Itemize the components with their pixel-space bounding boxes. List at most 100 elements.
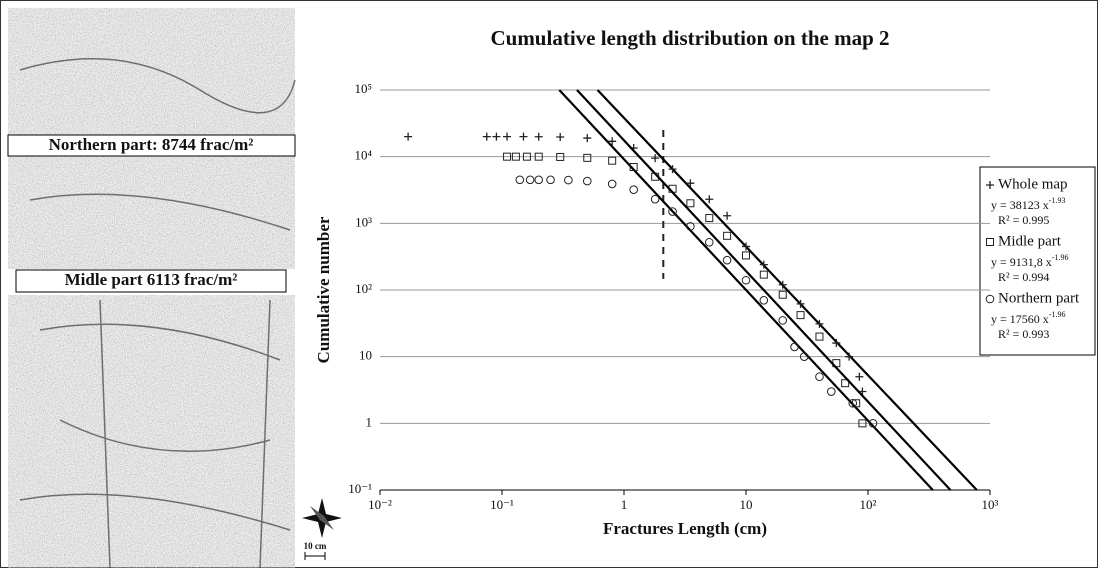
point	[556, 152, 565, 161]
photo-whole	[8, 295, 295, 568]
photo-north	[8, 8, 295, 135]
legend-equation: y = 9131,8 x-1.96	[991, 253, 1068, 269]
point	[845, 352, 854, 361]
point	[790, 342, 799, 352]
point	[608, 137, 617, 146]
point	[705, 195, 714, 204]
y-tick-label: 10⁴	[354, 148, 372, 163]
x-axis-label: Fractures Length (cm)	[603, 519, 767, 538]
label-box	[15, 269, 287, 293]
point	[651, 154, 660, 163]
point	[686, 179, 695, 188]
point	[985, 294, 995, 304]
point	[841, 379, 850, 388]
legend-label: Midle part	[998, 233, 1062, 249]
point	[986, 181, 994, 189]
point	[511, 152, 520, 161]
exponent: -1.96	[1052, 253, 1069, 262]
point	[759, 270, 768, 279]
x-tick-label: 10	[740, 497, 753, 512]
point	[629, 162, 638, 171]
point	[519, 132, 528, 141]
point	[525, 175, 535, 185]
point	[515, 175, 525, 185]
point	[503, 152, 512, 161]
point	[534, 132, 543, 141]
cracks	[19, 58, 296, 568]
x-tick-label: 10⁻²	[368, 497, 392, 512]
panel-label: Northern part: 8744 frac/m²	[49, 135, 254, 154]
point	[759, 260, 768, 269]
point	[482, 132, 491, 141]
point	[832, 339, 841, 348]
scale-bar	[304, 552, 326, 560]
point	[815, 319, 824, 328]
fit-line	[596, 89, 978, 491]
point	[858, 419, 867, 428]
fit-line	[558, 89, 934, 491]
point	[704, 237, 714, 247]
point	[799, 352, 809, 361]
legend-equation: y = 38123 x-1.93	[991, 196, 1065, 212]
y-tick-label: 10	[359, 348, 372, 363]
point	[686, 199, 695, 208]
y-tick-label: 10²	[355, 281, 372, 296]
point	[723, 231, 732, 240]
legend-r2: R² = 0.995	[998, 213, 1049, 227]
point	[778, 280, 787, 289]
legend-box	[979, 166, 1096, 356]
equation: y = 38123 x	[991, 198, 1049, 212]
point	[629, 185, 638, 194]
point	[796, 311, 805, 320]
point	[686, 222, 695, 231]
point	[759, 296, 769, 305]
legend-label: Whole map	[998, 176, 1068, 192]
point	[826, 387, 836, 396]
photo-middle	[8, 156, 295, 269]
point	[723, 211, 732, 220]
point	[564, 175, 573, 185]
point	[848, 398, 858, 408]
x-tick-label: 10³	[982, 497, 999, 512]
y-tick-label: 10³	[355, 214, 372, 229]
equation: y = 17560 x	[991, 312, 1049, 326]
compass	[302, 498, 342, 538]
x-tick-label: 1	[621, 497, 628, 512]
point	[583, 134, 592, 143]
point	[778, 316, 788, 325]
point	[741, 275, 751, 285]
exponent: -1.96	[1049, 310, 1066, 319]
point	[608, 156, 617, 165]
x-tick-label: 10²	[860, 497, 877, 512]
point	[668, 165, 677, 174]
point	[705, 214, 714, 223]
point	[534, 175, 544, 185]
legend-equation: y = 17560 x-1.96	[991, 310, 1065, 326]
legend-r2: R² = 0.993	[998, 327, 1049, 341]
point	[583, 153, 592, 162]
y-tick-label: 10⁵	[354, 81, 372, 96]
point	[607, 179, 617, 189]
point	[796, 299, 805, 308]
point	[722, 255, 732, 265]
point	[986, 238, 994, 246]
point	[650, 194, 660, 204]
point	[852, 399, 861, 408]
y-axis-label: Cumulative number	[314, 216, 333, 363]
point	[868, 419, 878, 428]
fit-line	[576, 89, 952, 491]
label-box	[7, 134, 296, 157]
point	[668, 207, 677, 216]
point	[815, 372, 824, 382]
point	[815, 332, 824, 341]
chart-title: Cumulative length distribution on the ma…	[490, 26, 889, 50]
point	[522, 152, 531, 161]
point	[742, 251, 750, 260]
y-tick-label: 1	[366, 414, 373, 429]
point	[582, 176, 592, 186]
point	[534, 152, 543, 161]
point	[855, 372, 864, 381]
y-tick-label: 10⁻¹	[348, 481, 372, 496]
legend-label: Northern part	[998, 290, 1080, 306]
